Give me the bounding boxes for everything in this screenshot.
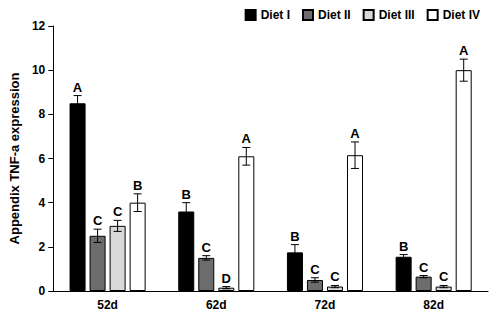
- svg-text:52d: 52d: [97, 298, 118, 312]
- svg-text:Diet IV: Diet IV: [443, 8, 480, 22]
- svg-text:D: D: [222, 271, 231, 286]
- svg-text:C: C: [310, 262, 320, 277]
- svg-text:C: C: [439, 269, 449, 284]
- svg-text:62d: 62d: [206, 298, 227, 312]
- svg-text:C: C: [419, 260, 429, 275]
- svg-text:Appendix TNF-a expression: Appendix TNF-a expression: [7, 72, 22, 244]
- svg-text:10: 10: [32, 63, 46, 77]
- svg-text:6: 6: [39, 152, 46, 166]
- svg-text:A: A: [73, 80, 83, 95]
- svg-text:Diet I: Diet I: [261, 8, 290, 22]
- svg-text:B: B: [182, 187, 191, 202]
- svg-text:A: A: [459, 43, 469, 58]
- svg-text:B: B: [290, 229, 299, 244]
- svg-text:C: C: [93, 213, 103, 228]
- svg-text:8: 8: [39, 107, 46, 121]
- svg-text:C: C: [202, 240, 212, 255]
- svg-text:72d: 72d: [315, 298, 336, 312]
- svg-text:B: B: [133, 178, 142, 193]
- svg-text:A: A: [242, 131, 252, 146]
- svg-text:4: 4: [39, 196, 46, 210]
- svg-text:C: C: [113, 204, 123, 219]
- svg-text:C: C: [330, 269, 340, 284]
- svg-text:Diet II: Diet II: [318, 8, 351, 22]
- svg-text:12: 12: [32, 19, 46, 33]
- svg-text:0: 0: [39, 284, 46, 298]
- svg-text:Diet III: Diet III: [379, 8, 415, 22]
- svg-text:82d: 82d: [423, 298, 444, 312]
- svg-text:A: A: [350, 126, 360, 141]
- svg-text:2: 2: [39, 240, 46, 254]
- svg-text:B: B: [399, 239, 408, 254]
